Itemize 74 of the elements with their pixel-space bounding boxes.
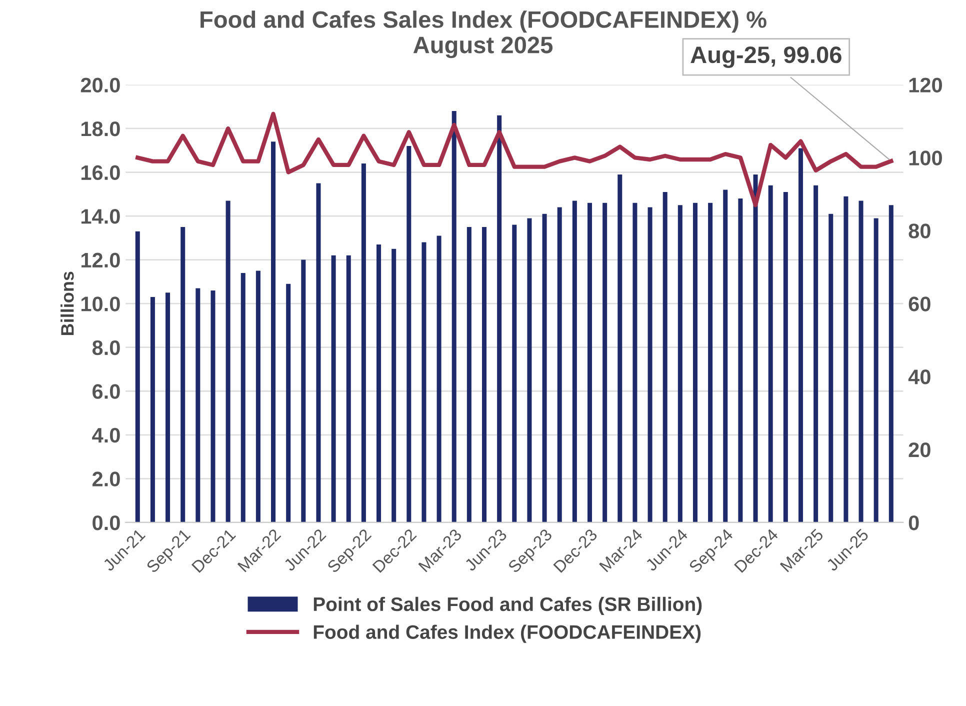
- bar: [240, 272, 246, 522]
- y2-tick-label: 120: [909, 78, 942, 92]
- bar: [376, 244, 382, 522]
- y2-tick-label: 40: [908, 370, 930, 384]
- bar: [482, 226, 487, 522]
- bar: [301, 260, 306, 522]
- bar: [512, 224, 517, 522]
- bar: [271, 142, 276, 522]
- y-tick-label: 10.0: [81, 296, 120, 312]
- y-tick-label: 4.0: [92, 428, 120, 443]
- bar: [210, 290, 216, 522]
- bar: [466, 226, 472, 522]
- bar: [497, 115, 502, 522]
- y-tick-label: 6.0: [92, 384, 120, 399]
- bar: [678, 205, 682, 522]
- y2-tick-label: 80: [908, 224, 930, 238]
- bar: [888, 205, 894, 522]
- y-tick-label: 16.0: [81, 165, 120, 180]
- y-tick-label: 8.0: [92, 340, 120, 356]
- bar: [392, 248, 396, 522]
- y-tick-label: 12.0: [81, 252, 120, 268]
- bar: [692, 202, 698, 522]
- bar: [602, 202, 608, 522]
- bar: [542, 214, 547, 522]
- y-tick-label: 20.0: [80, 78, 120, 92]
- y2-tick-label: 60: [908, 296, 930, 312]
- bar: [150, 297, 155, 522]
- bar: [346, 255, 351, 522]
- bar: [632, 202, 638, 522]
- bar: [753, 174, 758, 522]
- bar: [572, 200, 577, 522]
- legend-label: Point of Sales Food and Cafes (SR Billion): [314, 596, 702, 615]
- y2-tick-label: 20: [908, 442, 930, 458]
- bar: [180, 226, 186, 522]
- bar: [844, 196, 848, 522]
- bar: [557, 207, 562, 522]
- bar: [783, 192, 788, 522]
- y-tick-label: 0.0: [92, 515, 120, 530]
- bar: [422, 242, 426, 522]
- bar: [738, 198, 743, 522]
- y2-tick-label: 100: [909, 150, 942, 166]
- bar: [708, 202, 713, 522]
- bar: [406, 146, 412, 522]
- bar: [331, 255, 336, 522]
- bar: [662, 192, 668, 522]
- legend-label: Food and Cafes Index (FOODCAFEINDEX): [314, 624, 701, 643]
- bar: [798, 148, 803, 522]
- bar: [256, 270, 260, 522]
- bar: [361, 164, 366, 522]
- y-axis-title: Billions: [60, 272, 74, 335]
- bar: [814, 185, 818, 522]
- bar: [648, 207, 652, 522]
- bar: [618, 174, 622, 522]
- y-tick-label: 14.0: [81, 209, 120, 224]
- bar: [316, 183, 321, 522]
- bar: [166, 292, 170, 522]
- data-label: Aug-25, 99.06: [690, 46, 842, 68]
- bar: [858, 200, 864, 522]
- bar: [436, 236, 442, 522]
- bar: [828, 214, 834, 522]
- bar: [587, 202, 592, 522]
- bar: [286, 284, 291, 522]
- y-tick-label: 18.0: [81, 121, 120, 136]
- line-series: [136, 112, 894, 208]
- bar: [527, 218, 532, 522]
- bar: [226, 200, 230, 522]
- bar: [452, 110, 456, 522]
- bar: [723, 190, 728, 522]
- y-tick-label: 2.0: [92, 472, 120, 486]
- bar: [135, 231, 140, 522]
- bar: [768, 185, 773, 522]
- bar: [874, 218, 878, 522]
- bar: [196, 288, 200, 522]
- y2-tick-label: 0: [908, 515, 919, 530]
